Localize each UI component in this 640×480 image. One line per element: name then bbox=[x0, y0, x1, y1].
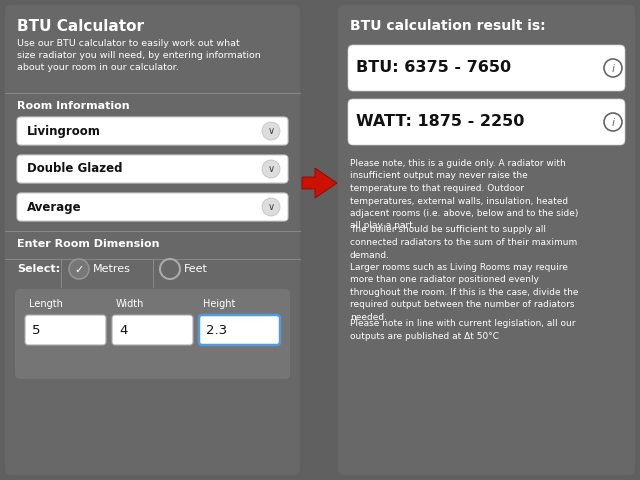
Text: Enter Room Dimension: Enter Room Dimension bbox=[17, 239, 159, 249]
Text: Larger rooms such as Living Rooms may require
more than one radiator positioned : Larger rooms such as Living Rooms may re… bbox=[350, 263, 579, 322]
Text: ∨: ∨ bbox=[268, 203, 275, 213]
FancyBboxPatch shape bbox=[348, 99, 625, 145]
Text: ∨: ∨ bbox=[268, 165, 275, 175]
Text: i: i bbox=[611, 118, 614, 128]
Text: BTU calculation result is:: BTU calculation result is: bbox=[350, 19, 546, 33]
Text: Select:: Select: bbox=[17, 264, 60, 274]
Text: ∨: ∨ bbox=[268, 127, 275, 136]
Text: Metres: Metres bbox=[93, 264, 131, 274]
Text: Feet: Feet bbox=[184, 264, 208, 274]
Text: 2.3: 2.3 bbox=[206, 324, 227, 336]
Circle shape bbox=[69, 259, 89, 279]
FancyBboxPatch shape bbox=[25, 315, 106, 345]
Circle shape bbox=[262, 122, 280, 140]
Text: Average: Average bbox=[27, 201, 82, 214]
Text: Width: Width bbox=[116, 299, 145, 309]
Text: The boiler should be sufficient to supply all
connected radiators to the sum of : The boiler should be sufficient to suppl… bbox=[350, 226, 577, 260]
FancyBboxPatch shape bbox=[15, 289, 290, 379]
Text: Length: Length bbox=[29, 299, 63, 309]
Text: Livingroom: Livingroom bbox=[27, 124, 101, 137]
FancyBboxPatch shape bbox=[17, 193, 288, 221]
Text: BTU: 6375 - 7650: BTU: 6375 - 7650 bbox=[356, 60, 511, 75]
FancyBboxPatch shape bbox=[112, 315, 193, 345]
FancyBboxPatch shape bbox=[199, 315, 280, 345]
Text: BTU Calculator: BTU Calculator bbox=[17, 19, 144, 34]
Circle shape bbox=[262, 160, 280, 178]
Text: Double Glazed: Double Glazed bbox=[27, 163, 122, 176]
Circle shape bbox=[262, 198, 280, 216]
Polygon shape bbox=[302, 168, 337, 198]
Text: Please note, this is a guide only. A radiator with
insufficient output may never: Please note, this is a guide only. A rad… bbox=[350, 159, 579, 230]
Text: ✓: ✓ bbox=[74, 265, 84, 275]
Text: Room Information: Room Information bbox=[17, 101, 130, 111]
Text: 4: 4 bbox=[119, 324, 127, 336]
FancyBboxPatch shape bbox=[348, 45, 625, 91]
FancyBboxPatch shape bbox=[17, 117, 288, 145]
Text: Use our BTU calculator to easily work out what
size radiator you will need, by e: Use our BTU calculator to easily work ou… bbox=[17, 39, 260, 72]
FancyBboxPatch shape bbox=[17, 155, 288, 183]
Text: WATT: 1875 - 2250: WATT: 1875 - 2250 bbox=[356, 115, 524, 130]
Text: i: i bbox=[611, 64, 614, 74]
Text: 5: 5 bbox=[32, 324, 40, 336]
Text: Height: Height bbox=[203, 299, 236, 309]
FancyBboxPatch shape bbox=[5, 5, 300, 475]
FancyBboxPatch shape bbox=[338, 5, 635, 475]
Text: Please note in line with current legislation, all our
outputs are published at Δ: Please note in line with current legisla… bbox=[350, 320, 575, 341]
